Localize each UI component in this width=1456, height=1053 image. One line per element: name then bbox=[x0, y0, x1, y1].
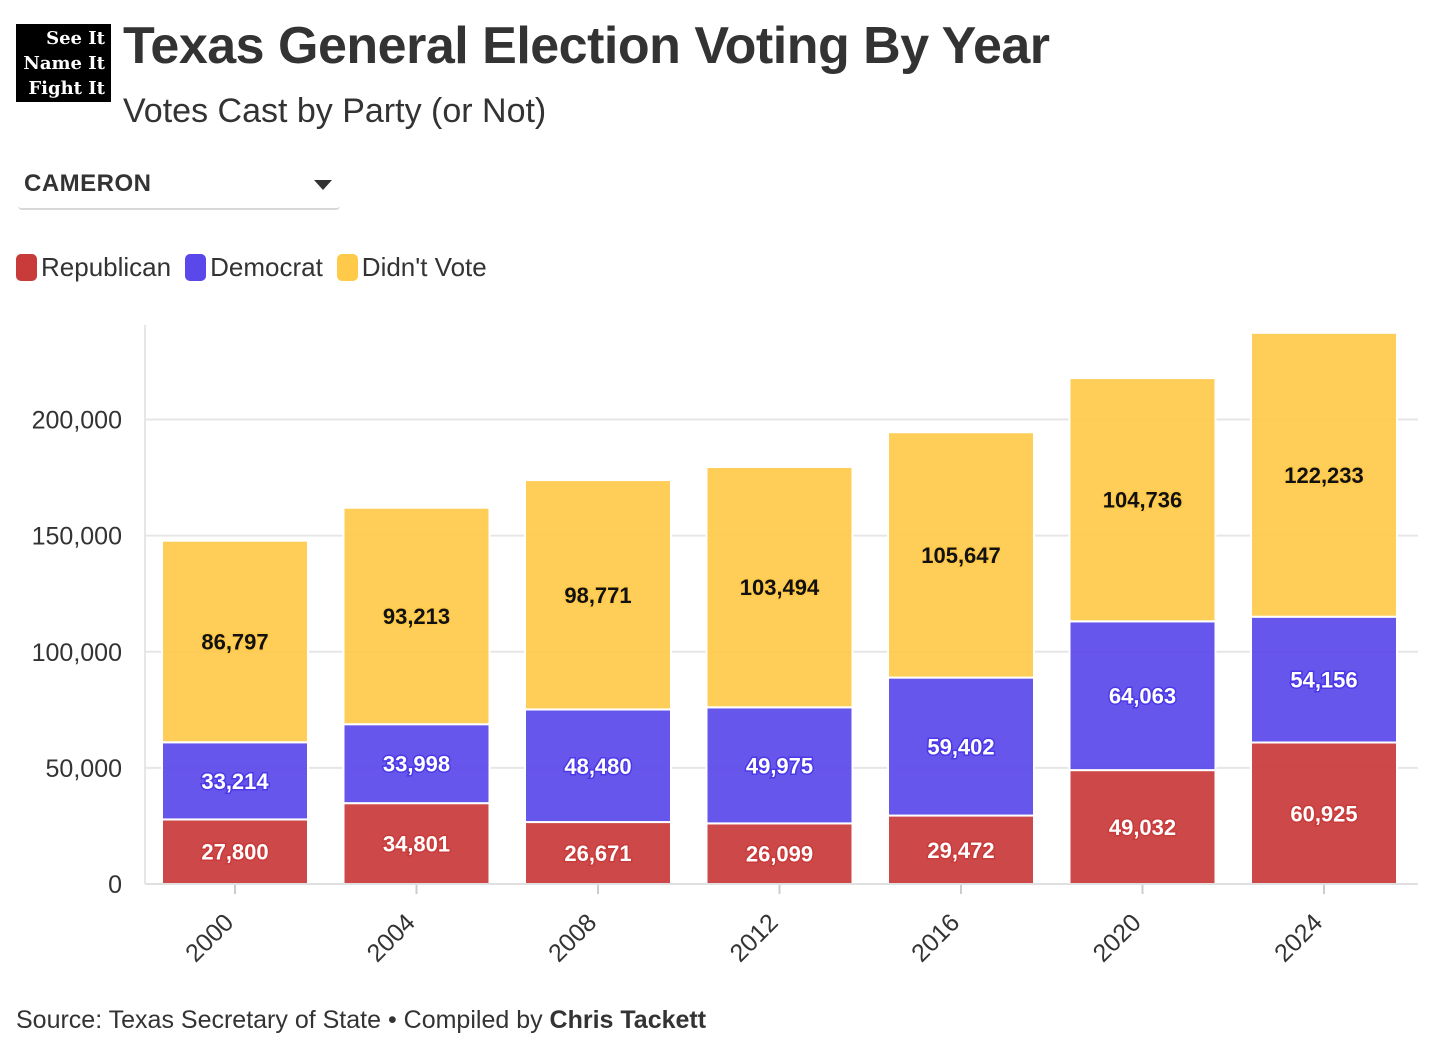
source-text: Source: Texas Secretary of State • Compi… bbox=[16, 1006, 550, 1034]
logo-line-3: Fight It bbox=[28, 78, 105, 99]
chevron-down-icon[interactable] bbox=[314, 180, 332, 190]
legend-label-didnt-vote: Didn't Vote bbox=[361, 252, 487, 282]
source-note: Source: Texas Secretary of State • Compi… bbox=[16, 1006, 706, 1035]
data-label: 60,925 bbox=[1290, 801, 1357, 826]
data-label: 27,800 bbox=[201, 840, 268, 865]
data-label: 33,998 bbox=[383, 752, 450, 777]
y-tick-label: 50,000 bbox=[46, 755, 122, 783]
logo-line-1: See It bbox=[46, 28, 105, 49]
data-label: 34,801 bbox=[383, 832, 450, 857]
bar-segment bbox=[705, 465, 854, 709]
data-label: 103,494 bbox=[740, 575, 820, 600]
data-label: 59,402 bbox=[927, 735, 994, 760]
legend-item-republican: Republican bbox=[16, 252, 171, 283]
data-label: 98,771 bbox=[564, 583, 631, 608]
bar-segment bbox=[524, 479, 672, 711]
legend-item-didnt-vote: Didn't Vote bbox=[336, 252, 487, 283]
bar-segment bbox=[161, 741, 309, 821]
brand-logo: See It Name It Fight It bbox=[16, 24, 111, 102]
data-label: 48,480 bbox=[564, 754, 631, 779]
data-label: 49,975 bbox=[746, 753, 813, 778]
chart-legend: Republican Democrat Didn't Vote bbox=[16, 252, 501, 283]
y-tick-label: 0 bbox=[108, 871, 122, 899]
county-dropdown[interactable]: CAMERON bbox=[18, 166, 340, 210]
bar-segment bbox=[1250, 331, 1398, 618]
data-label: 64,063 bbox=[1109, 684, 1176, 709]
data-label: 104,736 bbox=[1103, 488, 1183, 513]
chart-subtitle: Votes Cast by Party (or Not) bbox=[123, 92, 547, 130]
data-label: 54,156 bbox=[1290, 668, 1357, 693]
bar-segment bbox=[1068, 620, 1217, 772]
data-label: 29,472 bbox=[927, 838, 994, 863]
x-tick-label: 2012 bbox=[725, 908, 784, 967]
bar-segment bbox=[1068, 769, 1217, 885]
legend-item-democrat: Democrat bbox=[185, 252, 323, 283]
legend-label-republican: Republican bbox=[41, 252, 172, 282]
bar-segment bbox=[161, 818, 309, 886]
data-label: 105,647 bbox=[921, 543, 1001, 568]
bar-segment bbox=[342, 723, 491, 805]
bar-segment bbox=[1250, 615, 1398, 744]
stacked-bar-chart: 0 50,000 100,000 150,000 200,000 27,800 33,214… bbox=[32, 325, 1418, 968]
legend-label-democrat: Democrat bbox=[210, 252, 323, 282]
x-tick-label: 2008 bbox=[543, 908, 602, 967]
source-author: Chris Tackett bbox=[549, 1006, 707, 1034]
bar-segment bbox=[524, 708, 672, 824]
county-dropdown-value: CAMERON bbox=[24, 170, 152, 197]
bar-segment bbox=[705, 822, 854, 885]
bar-segment bbox=[342, 506, 491, 726]
data-label: 86,797 bbox=[201, 630, 268, 655]
data-label: 122,233 bbox=[1284, 463, 1364, 488]
x-tick-label: 2024 bbox=[1269, 908, 1328, 967]
legend-swatch-didnt-vote bbox=[336, 254, 358, 281]
bar-segment bbox=[1068, 377, 1217, 623]
bar-segment bbox=[887, 431, 1035, 679]
data-label: 26,671 bbox=[564, 841, 631, 866]
chart-title: Texas General Election Voting By Year bbox=[123, 17, 1050, 75]
bar-segment bbox=[161, 539, 309, 744]
data-label: 93,213 bbox=[383, 604, 450, 629]
y-tick-label: 200,000 bbox=[32, 407, 122, 435]
y-tick-label: 150,000 bbox=[32, 523, 122, 551]
logo-line-2: Name It bbox=[23, 53, 105, 74]
bar-segment bbox=[1250, 741, 1398, 885]
bar-segment bbox=[887, 676, 1035, 817]
x-tick-label: 2020 bbox=[1088, 908, 1147, 967]
y-tick-label: 100,000 bbox=[32, 639, 122, 667]
bar-segment bbox=[705, 706, 854, 825]
legend-swatch-republican bbox=[16, 254, 37, 281]
x-tick-label: 2016 bbox=[906, 908, 965, 967]
data-label: 33,214 bbox=[201, 769, 269, 794]
x-tick-label: 2004 bbox=[362, 908, 421, 967]
bar-segment bbox=[524, 821, 672, 885]
data-label: 49,032 bbox=[1109, 815, 1176, 840]
data-label: 26,099 bbox=[746, 842, 813, 867]
legend-swatch-democrat bbox=[185, 254, 207, 281]
x-tick-label: 2000 bbox=[180, 908, 239, 967]
